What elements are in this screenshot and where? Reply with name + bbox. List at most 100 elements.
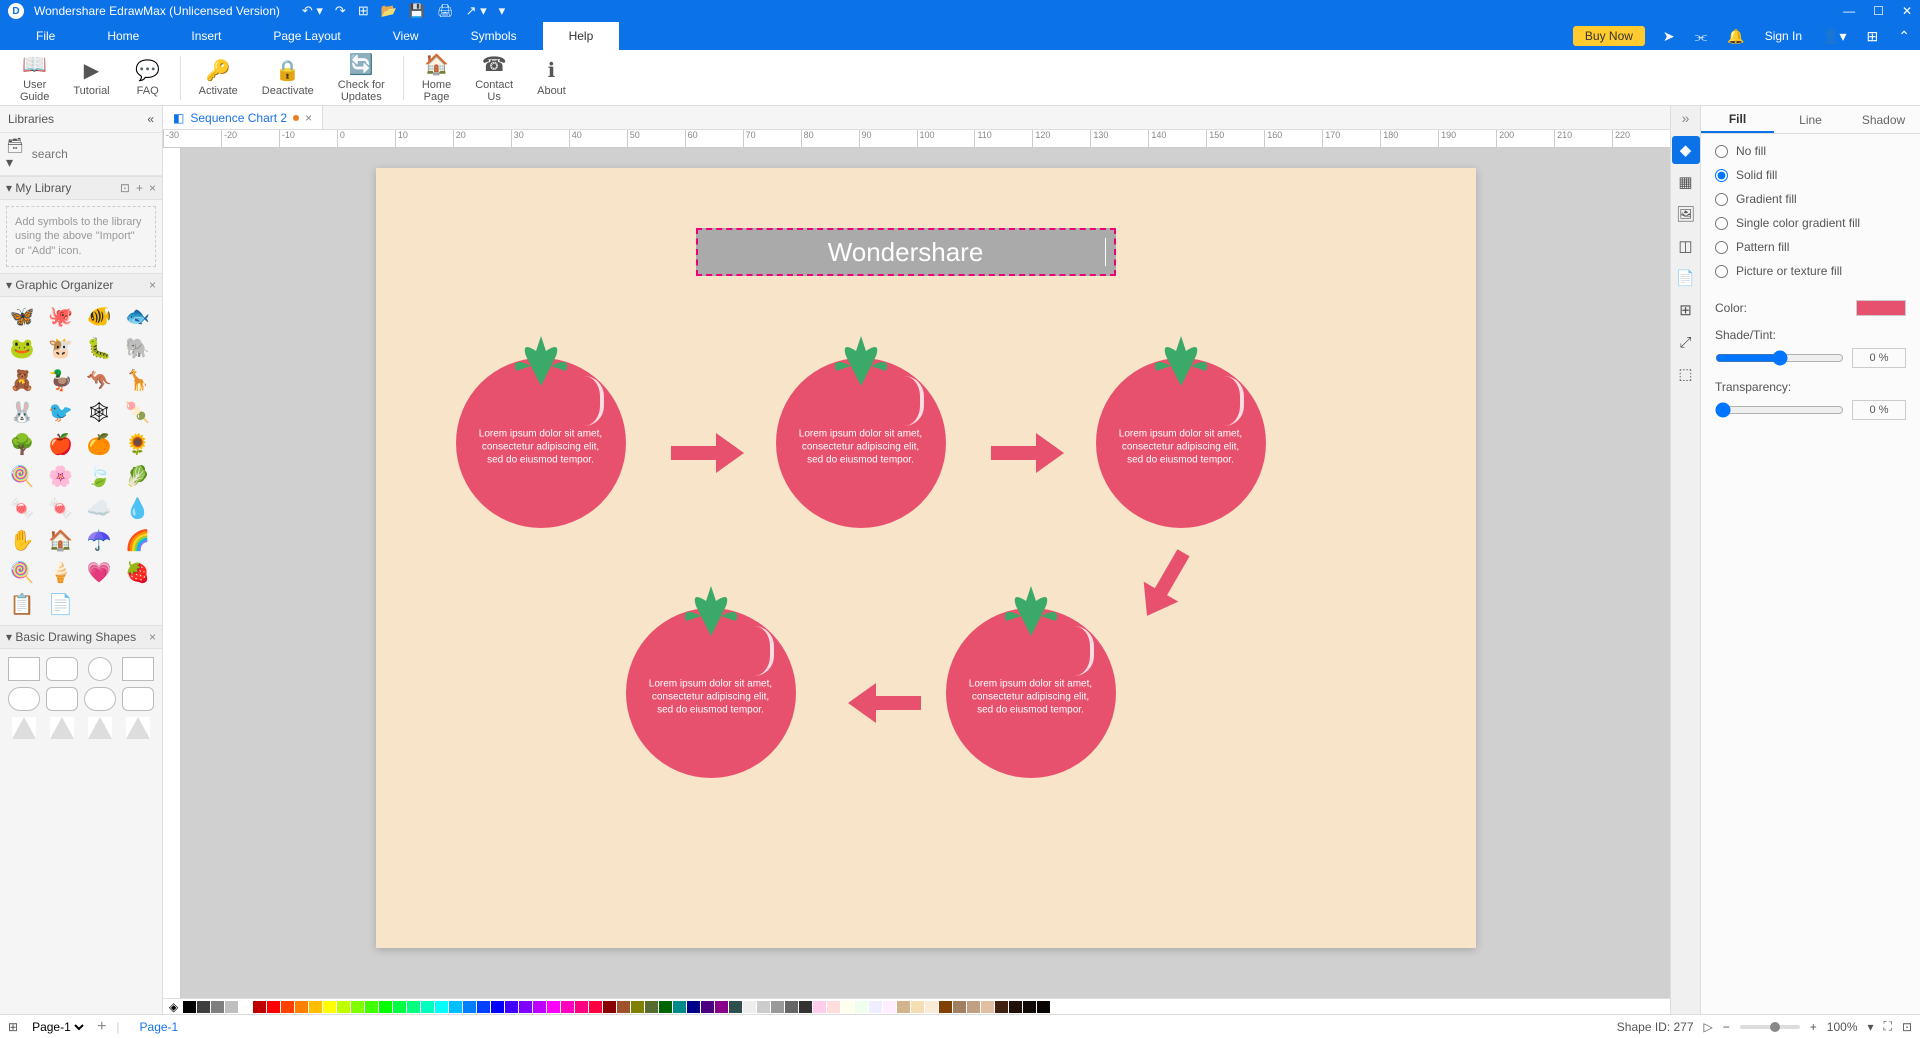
color-swatch[interactable] bbox=[939, 1001, 952, 1013]
palette-shape[interactable]: 🍎 bbox=[45, 431, 77, 459]
color-swatch[interactable] bbox=[365, 1001, 378, 1013]
style-tool-icon[interactable]: ◆ bbox=[1672, 136, 1700, 164]
color-swatch[interactable] bbox=[995, 1001, 1008, 1013]
color-swatch[interactable] bbox=[659, 1001, 672, 1013]
palette-shape[interactable]: 🍊 bbox=[83, 431, 115, 459]
color-swatch[interactable] bbox=[673, 1001, 686, 1013]
color-swatch[interactable] bbox=[841, 1001, 854, 1013]
layout-tool-icon[interactable]: ⊞ bbox=[1672, 296, 1700, 324]
palette-shape[interactable]: 🐰 bbox=[6, 399, 38, 427]
palette-shape[interactable]: 💗 bbox=[83, 559, 115, 587]
color-swatch[interactable] bbox=[575, 1001, 588, 1013]
send-icon[interactable]: ➤ bbox=[1653, 22, 1685, 50]
palette-shape[interactable]: ☁️ bbox=[83, 495, 115, 523]
color-swatch[interactable] bbox=[883, 1001, 896, 1013]
color-swatch[interactable] bbox=[211, 1001, 224, 1013]
tomato-shape[interactable]: Lorem ipsum dolor sit amet, consectetur … bbox=[626, 608, 796, 778]
color-swatch[interactable] bbox=[897, 1001, 910, 1013]
fit-page-icon[interactable]: ⛶ bbox=[1884, 1019, 1892, 1034]
shape-rounded-rect-2[interactable] bbox=[46, 687, 78, 711]
sign-in-button[interactable]: Sign In bbox=[1755, 22, 1812, 50]
color-swatch[interactable] bbox=[799, 1001, 812, 1013]
shape-pill[interactable] bbox=[8, 687, 40, 711]
graphic-organizer-section[interactable]: ▾ Graphic Organizer × bbox=[0, 273, 162, 297]
color-swatch[interactable] bbox=[519, 1001, 532, 1013]
basic-shapes-section[interactable]: ▾ Basic Drawing Shapes × bbox=[0, 625, 162, 649]
palette-shape[interactable]: ✋ bbox=[6, 527, 38, 555]
arrow-shape[interactable] bbox=[846, 678, 926, 728]
align-tool-icon[interactable]: ⤢ bbox=[1672, 328, 1700, 356]
color-swatch[interactable] bbox=[827, 1001, 840, 1013]
color-swatch[interactable] bbox=[785, 1001, 798, 1013]
ribbon-user-guide[interactable]: 📖User Guide bbox=[10, 50, 59, 105]
fill-option-pattern-fill[interactable]: Pattern fill bbox=[1715, 240, 1906, 254]
palette-shape[interactable]: 🐠 bbox=[83, 303, 115, 331]
ribbon-faq[interactable]: 💬FAQ bbox=[124, 56, 172, 99]
shape-square[interactable] bbox=[122, 657, 154, 681]
fill-option-gradient-fill[interactable]: Gradient fill bbox=[1715, 192, 1906, 206]
color-swatch[interactable] bbox=[379, 1001, 392, 1013]
color-swatch[interactable] bbox=[225, 1001, 238, 1013]
tab-line[interactable]: Line bbox=[1774, 106, 1847, 133]
shape-capsule[interactable] bbox=[84, 687, 116, 711]
color-swatch[interactable] bbox=[561, 1001, 574, 1013]
tomato-shape[interactable]: Lorem ipsum dolor sit amet, consectetur … bbox=[456, 358, 626, 528]
section-close-icon[interactable]: × bbox=[149, 181, 156, 195]
grid-tool-icon[interactable]: ▦ bbox=[1672, 168, 1700, 196]
color-swatch[interactable] bbox=[463, 1001, 476, 1013]
collapse-right-icon[interactable]: » bbox=[1682, 110, 1690, 126]
palette-shape[interactable]: 🐮 bbox=[45, 335, 77, 363]
color-swatch[interactable] bbox=[617, 1001, 630, 1013]
palette-shape[interactable]: 🏠 bbox=[45, 527, 77, 555]
palette-shape[interactable]: 💧 bbox=[122, 495, 154, 523]
zoom-slider[interactable] bbox=[1740, 1025, 1800, 1029]
print-icon[interactable]: 🖨 bbox=[437, 3, 454, 19]
menu-symbols[interactable]: Symbols bbox=[445, 22, 543, 50]
user-icon[interactable]: 👤▾ bbox=[1812, 22, 1856, 50]
palette-shape[interactable]: 🦘 bbox=[83, 367, 115, 395]
color-swatch[interactable] bbox=[407, 1001, 420, 1013]
tomato-shape[interactable]: Lorem ipsum dolor sit amet, consectetur … bbox=[776, 358, 946, 528]
color-swatch[interactable] bbox=[1009, 1001, 1022, 1013]
minimize-icon[interactable]: — bbox=[1843, 4, 1855, 18]
ribbon-activate[interactable]: 🔑Activate bbox=[189, 56, 248, 99]
color-swatch[interactable] bbox=[449, 1001, 462, 1013]
color-swatch[interactable] bbox=[757, 1001, 770, 1013]
palette-shape[interactable]: 🦋 bbox=[6, 303, 38, 331]
palette-shape[interactable]: 🍬 bbox=[6, 495, 38, 523]
save-icon[interactable]: 💾 bbox=[409, 3, 425, 19]
search-scope-icon[interactable]: 🗃▾ bbox=[6, 137, 24, 171]
color-swatch[interactable] bbox=[533, 1001, 546, 1013]
section-close-icon[interactable]: × bbox=[149, 630, 156, 644]
color-swatch[interactable] bbox=[729, 1001, 742, 1013]
menu-view[interactable]: View bbox=[367, 22, 445, 50]
menu-help[interactable]: Help bbox=[543, 22, 620, 50]
ribbon-check-for-updates[interactable]: 🔄Check for Updates bbox=[328, 50, 395, 105]
shape-triangle-3[interactable] bbox=[88, 717, 112, 739]
my-library-section[interactable]: ▾ My Library ⊡+× bbox=[0, 176, 162, 200]
color-swatch[interactable] bbox=[351, 1001, 364, 1013]
color-swatch[interactable] bbox=[491, 1001, 504, 1013]
palette-shape[interactable]: 🐘 bbox=[122, 335, 154, 363]
color-swatch[interactable] bbox=[239, 1001, 252, 1013]
palette-shape[interactable]: 🌸 bbox=[45, 463, 77, 491]
color-swatch[interactable] bbox=[1023, 1001, 1036, 1013]
shape-circle[interactable] bbox=[88, 657, 112, 681]
page-selector[interactable]: Page-1 bbox=[28, 1019, 87, 1035]
tab-close-icon[interactable]: × bbox=[305, 111, 312, 125]
collapse-left-icon[interactable]: « bbox=[147, 112, 154, 126]
shape-triangle-4[interactable] bbox=[126, 717, 150, 739]
canvas-viewport[interactable]: Wondershare Lorem ipsum dolor sit amet, … bbox=[181, 148, 1670, 998]
color-swatch[interactable] bbox=[505, 1001, 518, 1013]
menu-file[interactable]: File bbox=[10, 22, 81, 50]
color-swatch[interactable] bbox=[435, 1001, 448, 1013]
color-swatch[interactable] bbox=[911, 1001, 924, 1013]
color-swatch[interactable] bbox=[421, 1001, 434, 1013]
fill-option-single-color-gradient-fill[interactable]: Single color gradient fill bbox=[1715, 216, 1906, 230]
color-swatch[interactable] bbox=[281, 1001, 294, 1013]
collapse-ribbon-icon[interactable]: ⌃ bbox=[1888, 22, 1920, 50]
color-swatch[interactable] bbox=[981, 1001, 994, 1013]
zoom-out-icon[interactable]: − bbox=[1723, 1020, 1730, 1034]
palette-shape[interactable]: 📋 bbox=[6, 591, 38, 619]
palette-shape[interactable]: 🐟 bbox=[122, 303, 154, 331]
